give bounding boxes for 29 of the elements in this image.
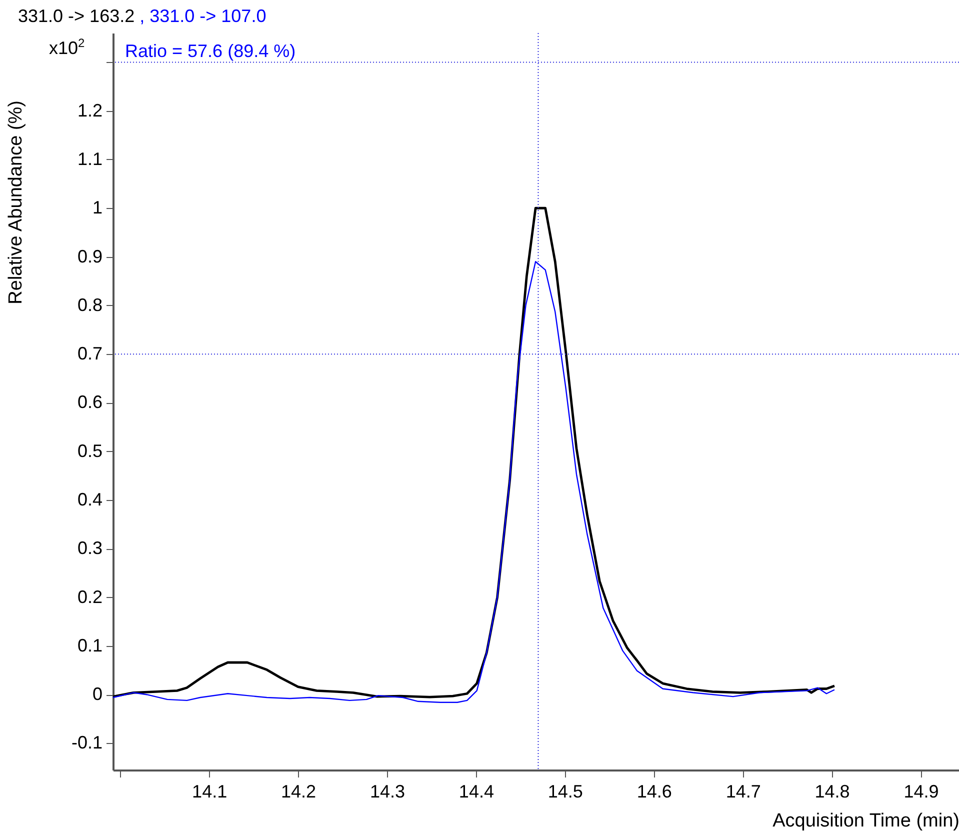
y-tick-label: 0 bbox=[92, 684, 102, 704]
y-tick-label: 0.3 bbox=[77, 538, 102, 558]
x-tick-label: 14.6 bbox=[636, 782, 672, 802]
y-axis-title: Relative Abundance (%) bbox=[6, 100, 26, 304]
x-axis-title: Acquisition Time (min) bbox=[772, 810, 959, 832]
x-tick-label: 14.3 bbox=[370, 782, 406, 802]
y-tick-label: 1.1 bbox=[77, 148, 102, 169]
y-tick-label: 0.2 bbox=[77, 586, 102, 607]
x-tick-label: 14.8 bbox=[814, 782, 850, 802]
x-tick-label: 14.2 bbox=[281, 782, 316, 802]
y-tick-label: 0.8 bbox=[77, 294, 102, 315]
x-tick-label: 14.9 bbox=[904, 782, 939, 802]
y-tick-label: 1.2 bbox=[77, 100, 102, 120]
y-tick-label: 0.9 bbox=[77, 246, 102, 266]
y-tick-label: 0.7 bbox=[77, 344, 102, 364]
x-tick-label: 14.7 bbox=[726, 782, 761, 802]
text: x10$^{2}$ bbox=[49, 36, 85, 58]
x-tick-label: 14.4 bbox=[458, 782, 494, 802]
y-tick-label: 0.1 bbox=[77, 635, 102, 656]
text: , 331.0 -> 107.0 bbox=[138, 6, 266, 26]
y-tick-label: 1 bbox=[92, 198, 102, 218]
text: 331.0 -> 163.2 bbox=[18, 6, 135, 26]
y-tick-label: 0.4 bbox=[77, 490, 102, 510]
x-tick-label: 14.5 bbox=[548, 782, 583, 802]
y-tick-label: 0.6 bbox=[77, 392, 102, 412]
y-tick-label: 0.5 bbox=[77, 440, 102, 461]
y-tick-label: -0.1 bbox=[71, 732, 102, 753]
x-tick-label: 14.1 bbox=[192, 782, 228, 802]
annotation: Ratio = 57.6 (89.4 %) bbox=[125, 41, 296, 61]
